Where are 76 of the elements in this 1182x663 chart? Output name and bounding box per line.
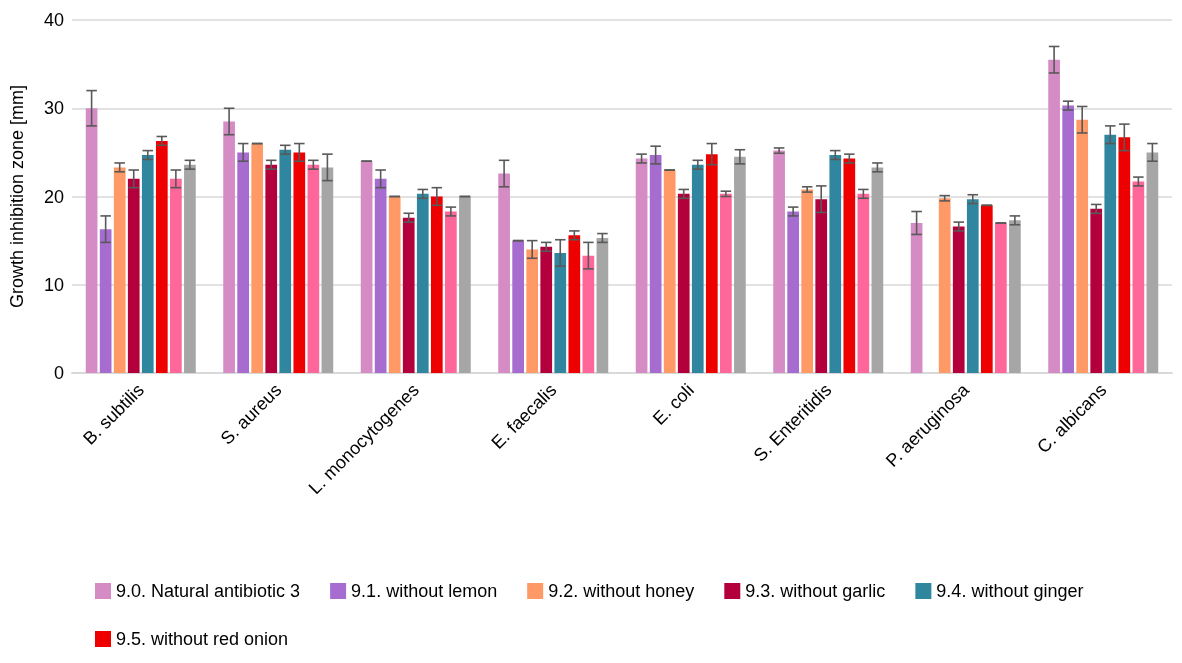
bar [498,173,510,373]
bar [184,164,196,373]
bar [279,149,292,373]
bar [99,229,112,373]
bar [815,199,828,373]
bar [691,164,704,373]
bar [720,193,732,373]
bar [980,205,993,373]
bar [1009,220,1021,373]
bar [734,156,746,373]
bar [526,249,539,373]
bar [773,150,785,373]
y-tick-label: 30 [43,98,64,119]
bar [596,237,609,373]
bar [374,178,387,373]
bar [360,161,373,373]
bar [857,193,870,373]
bar [141,155,154,373]
bar [321,167,334,373]
bar [445,211,457,373]
legend-label: 9.1. without lemon [351,581,498,601]
bar [1076,119,1089,373]
bar [512,240,524,373]
bar [237,152,249,373]
bar [635,158,648,373]
bar [1062,105,1074,373]
bar [938,198,951,373]
legend-label: 9.5. without red onion [116,629,289,649]
legend-label: 9.4. without ginger [936,581,1084,601]
bar [554,252,567,373]
bar [85,108,98,373]
bar [705,154,718,373]
bar [995,222,1007,373]
y-tick-label: 0 [53,363,64,383]
bar [430,196,443,373]
bar [787,211,799,373]
legend-label: 9.2. without honey [548,581,695,601]
bar [540,246,553,373]
legend-label: 9.3. without garlic [745,581,886,601]
y-axis-title: Growth inhibition zone [mm] [7,84,27,309]
bar [170,178,182,373]
bar [293,152,306,373]
bar [952,226,965,373]
bar [265,164,278,373]
bar [459,196,471,373]
bar [1104,134,1117,373]
bar [127,178,140,373]
bar [677,193,690,373]
bar [1048,59,1060,373]
bar [307,164,320,373]
y-tick-label: 40 [43,10,64,30]
bar [1132,181,1145,373]
bar [416,193,429,373]
bar [966,199,979,373]
bar [801,189,814,373]
y-tick-label: 20 [43,186,64,207]
bar [582,255,595,373]
bar [663,170,676,373]
bar [829,155,842,373]
bar [568,235,581,373]
bar [910,222,923,373]
bar [649,155,662,373]
bar [388,196,401,373]
legend-label: 9.0. Natural antibiotic 3 [116,581,301,601]
bar [1146,152,1159,373]
x-tick-label: E. coli [649,379,698,429]
bar [155,140,168,373]
bar [1090,208,1103,373]
bar [1118,137,1131,373]
bar [843,158,856,373]
bar [113,167,126,373]
bar [871,167,884,373]
y-tick-label: 10 [43,274,64,295]
bar [223,121,235,373]
bar [251,143,264,373]
bar [402,217,415,373]
